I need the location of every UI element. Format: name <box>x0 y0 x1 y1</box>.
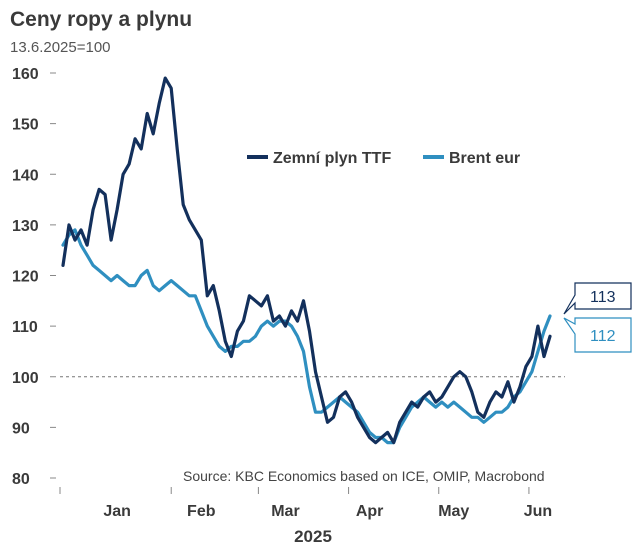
chart-subtitle: 13.6.2025=100 <box>10 39 111 56</box>
x-tick-label: Feb <box>187 503 216 520</box>
y-tick-label: 150 <box>12 117 39 134</box>
y-tick-label: 100 <box>12 370 39 387</box>
legend-label-brent: Brent eur <box>449 150 520 167</box>
series-line-ttf <box>61 76 552 445</box>
y-tick-label: 140 <box>12 167 39 184</box>
legend-label-ttf: Zemní plyn TTF <box>273 150 391 167</box>
end-label-brent: 112 <box>590 328 616 345</box>
end-label-box-brent <box>563 317 632 353</box>
end-label-ttf: 113 <box>590 289 616 306</box>
y-tick-label: 80 <box>12 471 30 488</box>
legend: Zemní plyn TTF Brent eur <box>247 150 520 167</box>
y-tick-label: 90 <box>12 420 30 437</box>
x-tick-label: Jan <box>103 503 131 520</box>
x-axis-title: 2025 <box>294 527 332 546</box>
x-tick-label: May <box>438 503 469 520</box>
y-axis: 80 90 100 110 120 130 140 150 160 <box>12 66 56 488</box>
end-labels: 113 112 <box>563 282 632 353</box>
series-lines <box>61 76 552 445</box>
y-tick-label: 110 <box>12 319 38 336</box>
x-tick-label: Apr <box>356 503 384 520</box>
y-tick-label: 160 <box>12 66 39 83</box>
y-tick-label: 130 <box>12 218 39 235</box>
series-line-brent <box>61 228 552 445</box>
x-tick-label: Jun <box>524 503 552 520</box>
end-label-box-ttf <box>563 282 632 315</box>
x-tick-label: Mar <box>271 503 299 520</box>
x-axis: Jan Feb Mar Apr May Jun <box>59 487 552 520</box>
y-tick-label: 120 <box>12 269 39 286</box>
source-note: Source: KBC Economics based on ICE, OMIP… <box>183 468 545 484</box>
chart-title: Ceny ropy a plynu <box>10 8 192 31</box>
